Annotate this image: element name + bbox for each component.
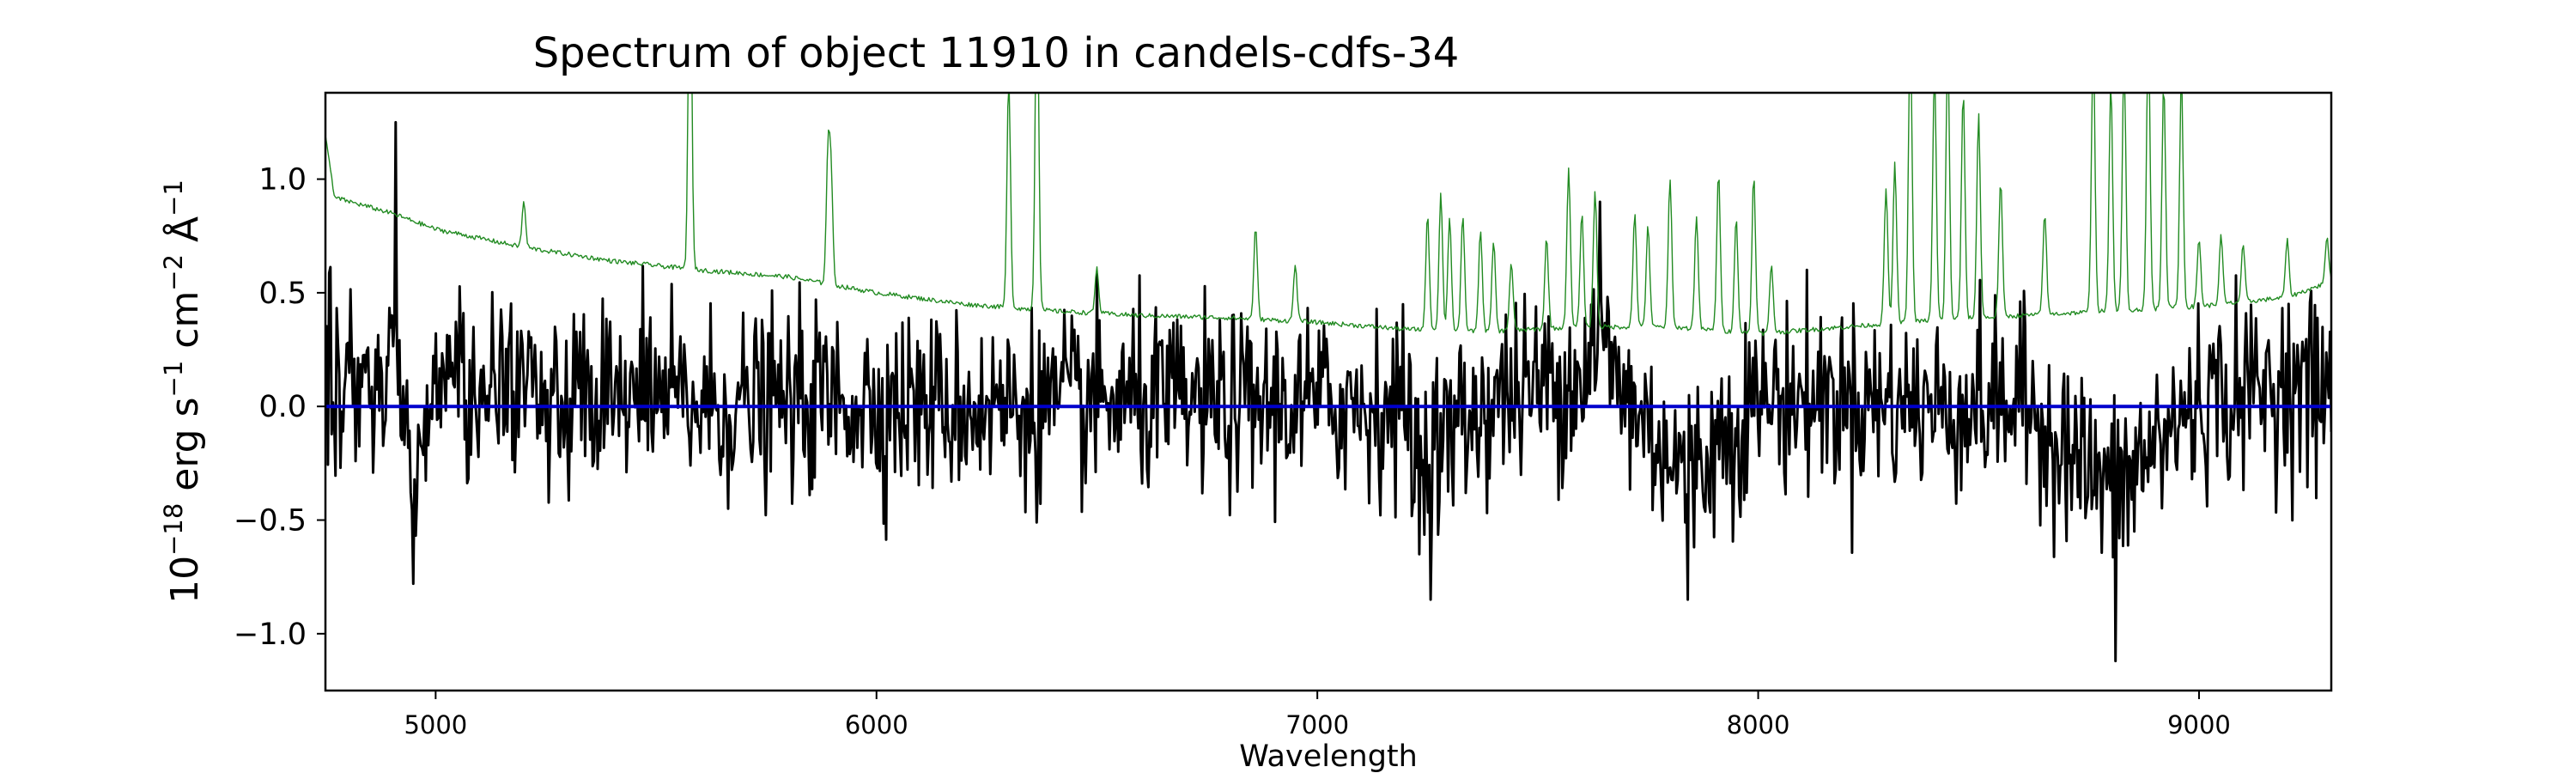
x-tick-label: 9000: [2167, 710, 2231, 740]
y-tick-label: 1.0: [258, 163, 307, 198]
plot-area: [324, 91, 2333, 692]
y-tick-label: −0.5: [234, 504, 307, 539]
y-axis-label: 10−18 erg s−1 cm−2 Å−1: [159, 180, 207, 604]
series-flux-line: [325, 120, 2331, 663]
series-error-line: [325, 93, 2331, 337]
x-tick-label: 7000: [1285, 710, 1349, 740]
x-tick-label: 6000: [845, 710, 908, 740]
chart-title: Spectrum of object 11910 in candels-cdfs…: [533, 29, 1460, 77]
x-tick-label: 5000: [404, 710, 467, 740]
x-axis-ticks: 5000 6000 7000 8000 9000: [404, 691, 2231, 740]
x-tick-label: 8000: [1727, 710, 1790, 740]
y-tick-label: 0.0: [258, 390, 307, 424]
y-axis-ticks: −1.0 −0.5 0.0 0.5 1.0: [234, 163, 325, 652]
x-axis-label: Wavelength: [1239, 740, 1418, 773]
y-tick-label: 0.5: [258, 277, 307, 311]
y-tick-label: −1.0: [234, 618, 307, 652]
axes-frame: [324, 91, 2333, 692]
